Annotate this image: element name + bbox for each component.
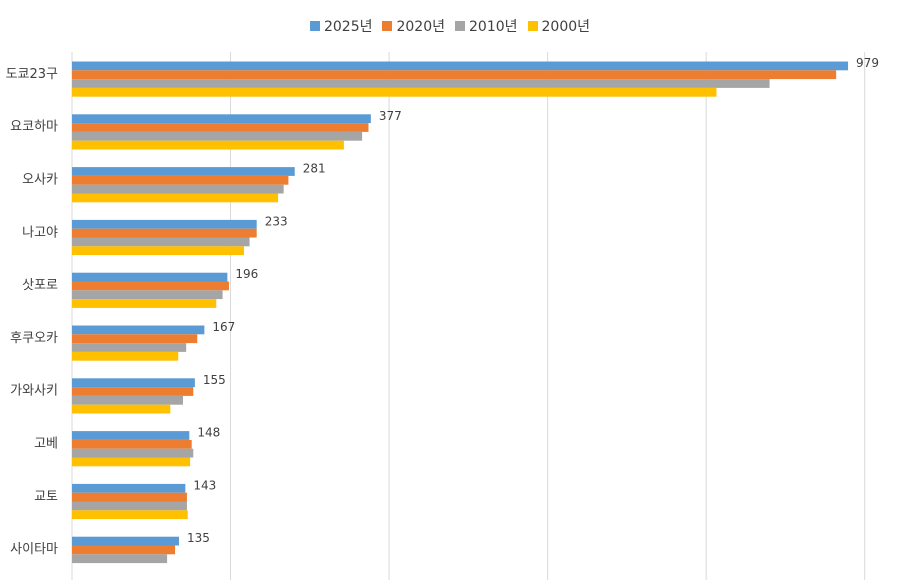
legend-label: 2020년 xyxy=(396,19,445,35)
legend: 2025년 2020년 2010년 2000년 xyxy=(0,14,900,38)
legend-label: 2000년 xyxy=(541,19,591,35)
data-label: 377 xyxy=(379,109,402,123)
data-label: 979 xyxy=(856,56,879,70)
bar xyxy=(72,334,198,344)
bar xyxy=(72,325,205,335)
bar xyxy=(72,545,176,555)
bar xyxy=(72,140,344,150)
bar xyxy=(72,70,837,80)
category-label: 교토 xyxy=(34,489,58,504)
legend-label: 2010년 xyxy=(469,19,518,35)
bar xyxy=(72,536,180,546)
category-label: 후쿠오카 xyxy=(10,331,58,346)
bar xyxy=(72,246,245,256)
bar xyxy=(72,378,195,388)
legend-swatch xyxy=(382,21,393,31)
data-label: 148 xyxy=(197,426,220,440)
bar xyxy=(72,131,363,141)
category-label: 삿포로 xyxy=(22,278,58,293)
bar xyxy=(72,61,849,71)
bar xyxy=(72,281,229,291)
bar xyxy=(72,193,279,203)
bar xyxy=(72,114,371,124)
bar xyxy=(72,237,250,247)
category-label: 도쿄23구 xyxy=(6,67,58,82)
bar xyxy=(72,228,257,238)
data-label: 155 xyxy=(203,373,226,387)
category-label: 요코하마 xyxy=(10,120,58,135)
legend-item: 2020년 xyxy=(382,16,445,36)
bar xyxy=(72,510,188,520)
bar xyxy=(72,79,770,88)
bar xyxy=(72,492,187,502)
bar xyxy=(72,87,717,97)
bar xyxy=(72,167,295,176)
legend-item: 2025년 xyxy=(309,16,373,36)
bar xyxy=(72,351,179,361)
data-label: 196 xyxy=(235,267,258,281)
legend-item: 2000년 xyxy=(527,16,591,36)
bar xyxy=(72,175,289,185)
bar xyxy=(72,448,194,458)
bar xyxy=(72,343,187,352)
bar xyxy=(72,290,223,300)
bar xyxy=(72,219,257,229)
bar xyxy=(72,272,228,282)
bar xyxy=(72,387,194,396)
bar xyxy=(72,395,183,405)
bar xyxy=(72,501,187,511)
category-label: 가와사키 xyxy=(10,384,58,399)
category-label: 오사카 xyxy=(22,173,58,188)
bar xyxy=(72,457,191,467)
bar xyxy=(72,483,186,493)
bar xyxy=(72,554,168,564)
bar xyxy=(72,404,171,414)
bar xyxy=(72,123,369,132)
legend-swatch xyxy=(309,21,320,31)
legend-swatch xyxy=(527,21,538,31)
category-label: 사이타마 xyxy=(10,542,58,557)
bar xyxy=(72,439,192,449)
bar xyxy=(72,184,284,194)
data-label: 167 xyxy=(212,320,235,334)
legend-swatch xyxy=(455,21,465,31)
bar xyxy=(72,299,217,308)
data-label: 143 xyxy=(193,478,216,492)
data-label: 135 xyxy=(187,531,210,545)
legend-label: 2025년 xyxy=(323,19,373,35)
bar xyxy=(72,431,190,440)
legend-item: 2010년 xyxy=(455,16,518,36)
data-label: 233 xyxy=(265,214,288,228)
category-label: 나고야 xyxy=(22,225,58,240)
data-label: 281 xyxy=(303,162,326,176)
category-label: 고베 xyxy=(34,437,58,452)
